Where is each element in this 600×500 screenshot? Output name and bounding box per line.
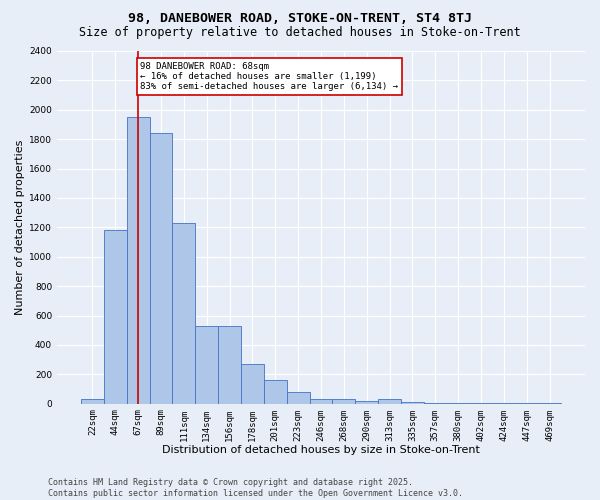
Bar	[196, 326, 218, 404]
Text: Size of property relative to detached houses in Stoke-on-Trent: Size of property relative to detached ho…	[79, 26, 521, 39]
Bar	[241, 364, 264, 404]
X-axis label: Distribution of detached houses by size in Stoke-on-Trent: Distribution of detached houses by size …	[162, 445, 480, 455]
Bar	[149, 134, 172, 404]
Bar	[332, 400, 355, 404]
Text: 98 DANEBOWER ROAD: 68sqm
← 16% of detached houses are smaller (1,199)
83% of sem: 98 DANEBOWER ROAD: 68sqm ← 16% of detach…	[140, 62, 398, 92]
Text: 98, DANEBOWER ROAD, STOKE-ON-TRENT, ST4 8TJ: 98, DANEBOWER ROAD, STOKE-ON-TRENT, ST4 …	[128, 12, 472, 26]
Text: Contains HM Land Registry data © Crown copyright and database right 2025.
Contai: Contains HM Land Registry data © Crown c…	[48, 478, 463, 498]
Bar	[355, 401, 378, 404]
Bar	[127, 117, 149, 404]
Bar	[218, 326, 241, 404]
Bar	[424, 403, 447, 404]
Bar	[104, 230, 127, 404]
Bar	[264, 380, 287, 404]
Bar	[447, 403, 470, 404]
Y-axis label: Number of detached properties: Number of detached properties	[15, 140, 25, 315]
Bar	[310, 400, 332, 404]
Bar	[378, 400, 401, 404]
Bar	[401, 402, 424, 404]
Bar	[172, 223, 196, 404]
Bar	[287, 392, 310, 404]
Bar	[81, 400, 104, 404]
